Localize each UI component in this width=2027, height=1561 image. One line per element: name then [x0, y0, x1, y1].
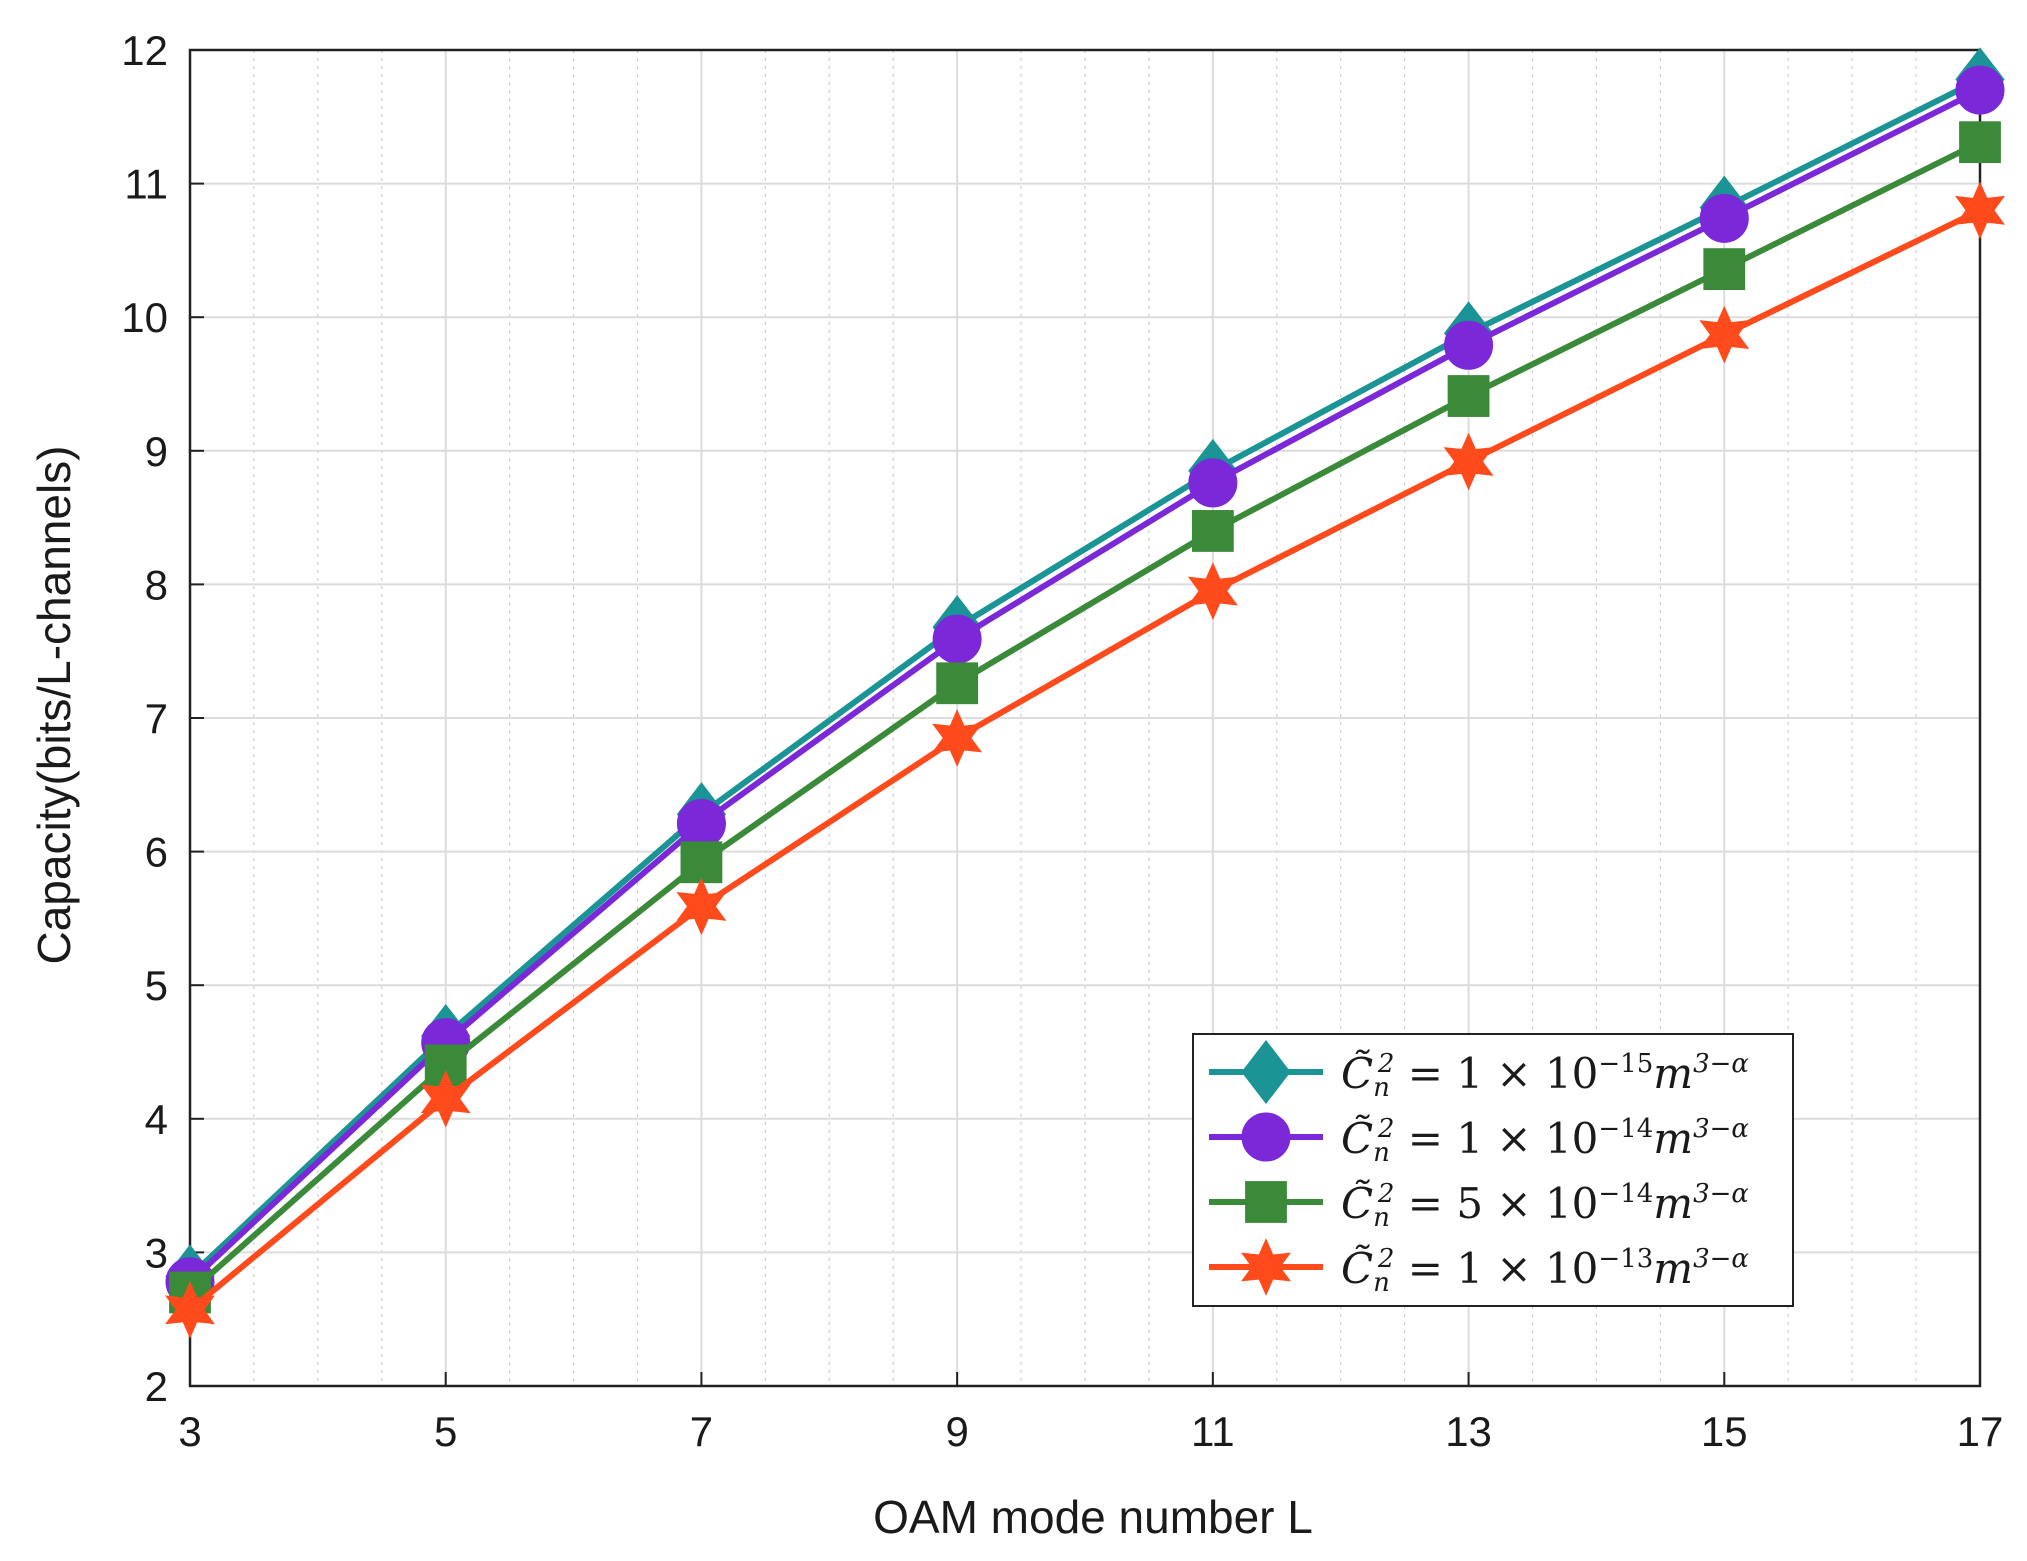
x-tick-label: 9 [945, 1408, 968, 1455]
series-marker-star [165, 1280, 215, 1339]
series-marker-circle [1699, 193, 1749, 243]
series-marker-star [1443, 432, 1494, 491]
series-line [187, 87, 1982, 1284]
series-4 [165, 181, 2005, 1339]
legend-box [1192, 1033, 1794, 1307]
legend-label: C̃n2 = 1 × 10−13m3−α [1341, 1243, 1749, 1297]
series-marker-circle [1955, 65, 2005, 115]
x-tick-label: 13 [1445, 1408, 1492, 1455]
series-marker-square [1191, 510, 1234, 552]
x-tick-label: 15 [1701, 1408, 1748, 1455]
series-marker-star [420, 1069, 471, 1128]
y-tick-label: 7 [145, 695, 168, 742]
legend: C̃n2 = 1 × 10−15m3−α C̃n2 = 1 × 10−14m3−α… [1192, 1033, 1794, 1307]
series-layer [165, 47, 2005, 1339]
series-marker-square [1703, 248, 1746, 291]
series-marker-square [1447, 375, 1490, 417]
series-marker-star [1955, 181, 2005, 240]
legend-entry: C̃n2 = 5 × 10−14m3−α [1209, 1178, 1749, 1233]
y-tick-label: 6 [145, 829, 168, 876]
legend-marker-star [1241, 1238, 1291, 1296]
y-tick-label: 5 [145, 962, 168, 1009]
legend-marker-diamond [1241, 1039, 1291, 1105]
series-marker-circle [1444, 320, 1494, 370]
legend-label: C̃n2 = 1 × 10−14m3−α [1341, 1113, 1749, 1167]
series-line [188, 139, 1982, 1295]
legend-label: C̃n2 = 5 × 10−14m3−α [1341, 1178, 1749, 1232]
series-marker-circle [1188, 458, 1238, 508]
legend-entry: C̃n2 = 1 × 10−13m3−α [1209, 1238, 1749, 1298]
y-tick-label: 2 [145, 1363, 168, 1410]
y-tick-label: 12 [121, 27, 168, 74]
y-axis-title: Capacity(bits/L-channels) [28, 445, 80, 964]
legend-entry: C̃n2 = 1 × 10−15m3−α [1209, 1039, 1749, 1105]
series-marker-star [676, 877, 727, 936]
series-marker-star [932, 709, 983, 767]
series-line [188, 207, 1982, 1313]
series-marker-square [1959, 121, 2001, 164]
x-tick-label: 3 [178, 1408, 201, 1455]
x-tick-label: 11 [1191, 1408, 1235, 1455]
y-tick-label: 8 [145, 561, 168, 608]
y-tick-label: 4 [145, 1096, 168, 1143]
series-marker-star [1187, 562, 1238, 620]
y-tick-label: 10 [121, 294, 168, 341]
series-marker-circle [932, 614, 982, 664]
series-marker-circle [676, 799, 726, 849]
series-marker-star [1699, 305, 1750, 364]
y-tick-label: 3 [145, 1229, 168, 1276]
x-tick-label: 5 [434, 1408, 457, 1455]
series-marker-square [936, 662, 979, 705]
x-tick-label: 17 [1957, 1408, 2004, 1455]
series-line [187, 76, 1982, 1279]
legend-label: C̃n2 = 1 × 10−15m3−α [1341, 1048, 1749, 1102]
x-axis-ticks: 3 5 7 9 11 13 15 17 [178, 1372, 2003, 1455]
y-axis-ticks: 2 3 4 5 6 7 8 9 10 11 12 [121, 27, 204, 1410]
legend-entry: C̃n2 = 1 × 10−14m3−α [1209, 1112, 1749, 1168]
series-marker-square [680, 841, 723, 884]
legend-marker-circle [1241, 1112, 1291, 1162]
x-axis-title: OAM mode number L [873, 1491, 1313, 1543]
legend-marker-square [1245, 1181, 1287, 1223]
y-tick-label: 9 [145, 428, 168, 475]
x-tick-label: 7 [690, 1408, 713, 1455]
y-tick-label: 11 [124, 161, 168, 208]
